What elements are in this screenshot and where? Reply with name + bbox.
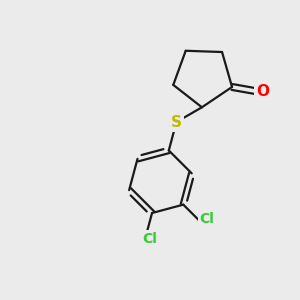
Text: S: S	[171, 115, 182, 130]
Text: Cl: Cl	[142, 232, 157, 246]
Text: Cl: Cl	[200, 212, 214, 226]
Text: O: O	[256, 84, 269, 99]
